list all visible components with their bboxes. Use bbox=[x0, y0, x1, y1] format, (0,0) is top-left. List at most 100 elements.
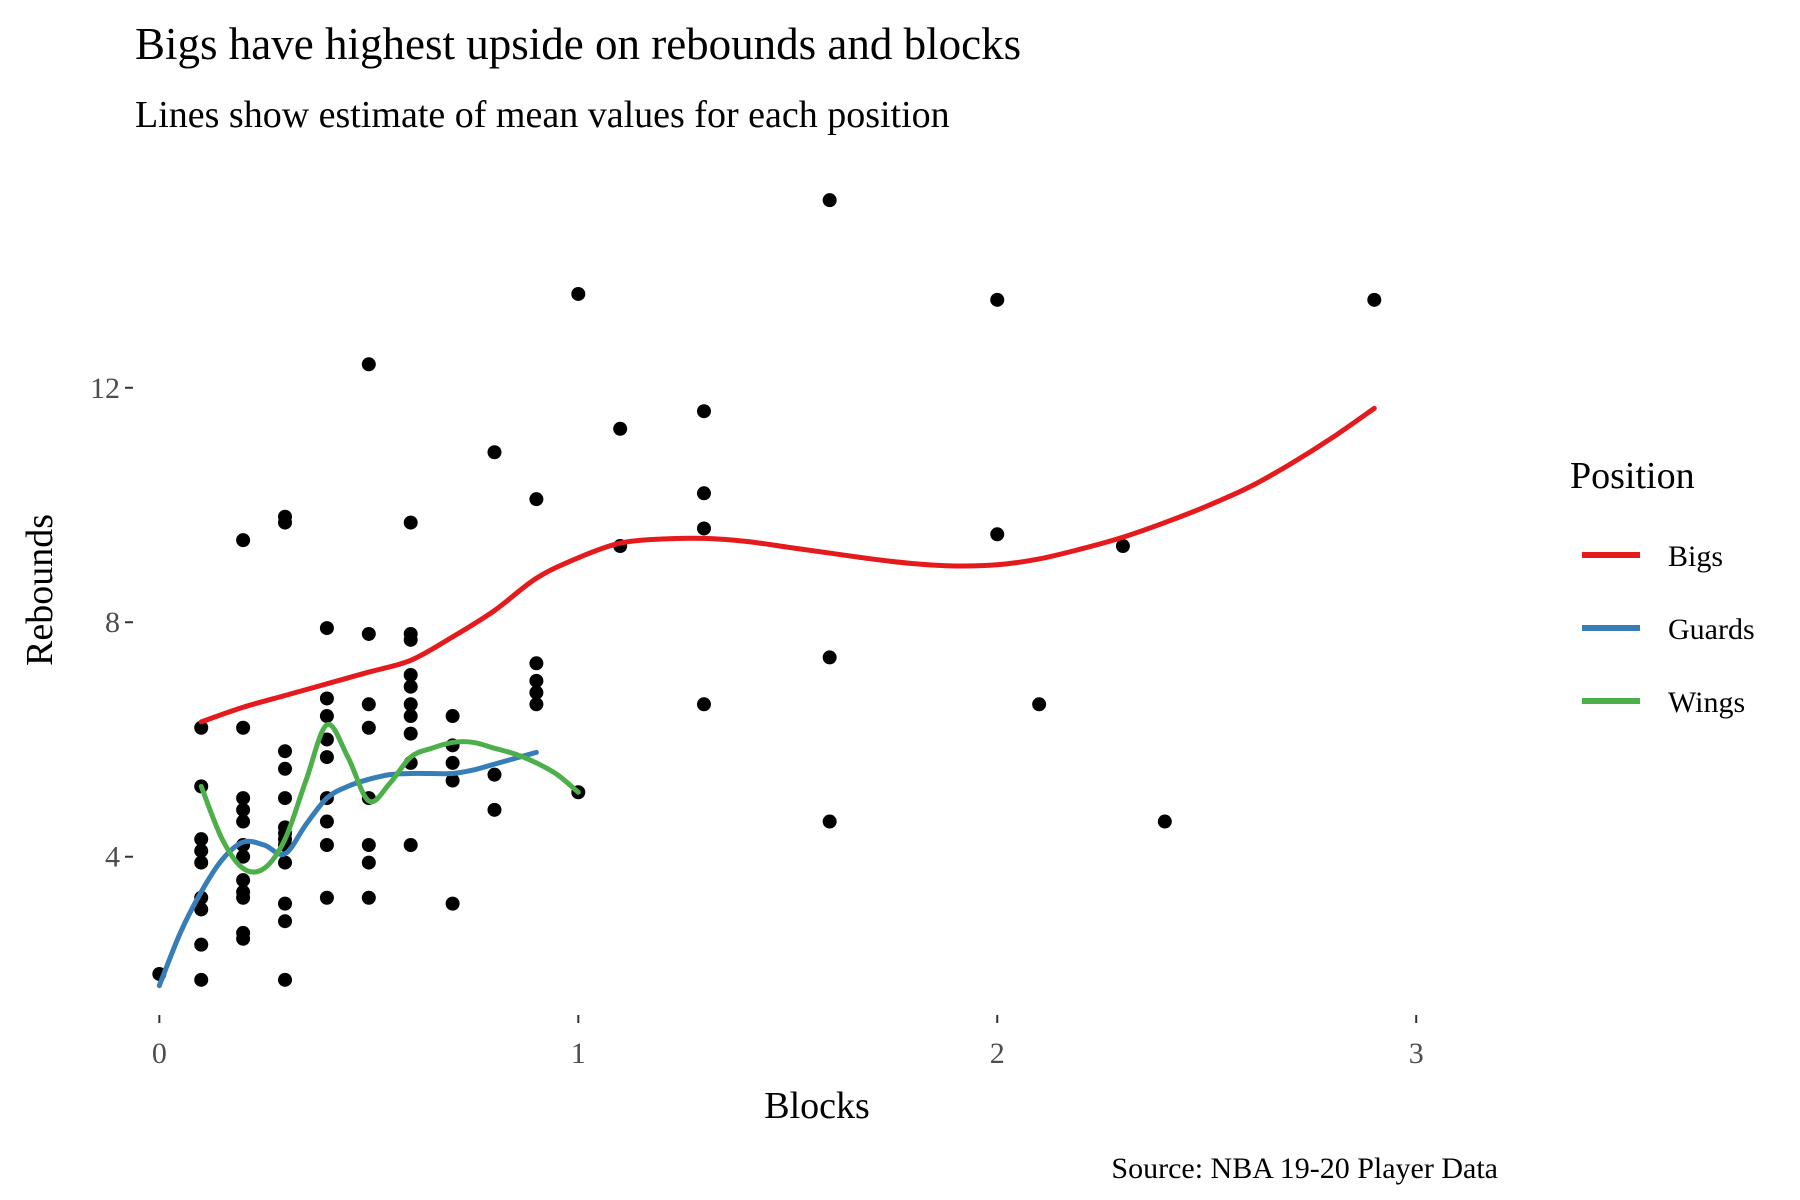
data-point bbox=[236, 814, 251, 829]
data-point bbox=[403, 838, 418, 852]
data-point bbox=[278, 914, 293, 929]
data-point bbox=[822, 193, 837, 208]
y-tick-label: 8 bbox=[105, 606, 120, 639]
data-point bbox=[278, 896, 293, 911]
data-point bbox=[403, 668, 418, 682]
data-point bbox=[1115, 539, 1130, 554]
data-point bbox=[361, 720, 376, 735]
y-axis: 4 8 12 bbox=[90, 372, 133, 874]
x-tick-label: 0 bbox=[152, 1037, 167, 1070]
series-line-guards bbox=[156, 749, 539, 989]
data-point bbox=[361, 855, 376, 870]
data-point bbox=[319, 838, 334, 852]
data-point bbox=[1367, 292, 1382, 307]
data-point bbox=[278, 855, 293, 870]
smooth-lines bbox=[156, 405, 1377, 989]
data-point bbox=[403, 697, 418, 712]
data-point bbox=[529, 697, 544, 712]
data-point bbox=[696, 486, 711, 501]
data-point bbox=[529, 685, 544, 700]
data-point bbox=[236, 931, 251, 946]
data-point bbox=[822, 814, 837, 829]
data-point bbox=[403, 515, 418, 530]
data-point bbox=[319, 750, 334, 765]
legend-items: Bigs Guards Wings bbox=[1582, 540, 1755, 719]
data-point bbox=[529, 656, 544, 671]
series-line-wings bbox=[198, 722, 581, 875]
data-point bbox=[319, 890, 334, 905]
data-point bbox=[361, 357, 376, 372]
data-point bbox=[236, 791, 251, 806]
data-point bbox=[487, 445, 502, 460]
data-point bbox=[1032, 697, 1047, 712]
series-line-bigs bbox=[198, 405, 1377, 725]
x-axis-title: Blocks bbox=[764, 1085, 870, 1127]
data-point bbox=[278, 972, 293, 987]
data-point bbox=[990, 527, 1005, 542]
data-point bbox=[236, 849, 251, 864]
data-point bbox=[319, 732, 334, 747]
data-point bbox=[194, 902, 209, 917]
data-point bbox=[236, 890, 251, 905]
data-point bbox=[194, 843, 209, 858]
data-point bbox=[403, 726, 418, 741]
data-point bbox=[445, 896, 460, 911]
caption: Source: NBA 19-20 Player Data bbox=[1111, 1152, 1498, 1185]
legend: Position Bigs Guards Wings bbox=[1570, 455, 1755, 719]
data-point bbox=[696, 521, 711, 536]
data-point bbox=[990, 292, 1005, 307]
data-point bbox=[487, 802, 502, 817]
data-point bbox=[194, 972, 209, 987]
data-point bbox=[278, 791, 293, 806]
data-point bbox=[194, 720, 209, 735]
x-tick-label: 2 bbox=[990, 1037, 1005, 1070]
data-point bbox=[319, 709, 334, 724]
data-point bbox=[487, 767, 502, 782]
data-point bbox=[236, 533, 251, 548]
legend-label-wings: Wings bbox=[1668, 686, 1745, 719]
data-point bbox=[361, 697, 376, 712]
data-point bbox=[403, 679, 418, 694]
legend-title: Position bbox=[1570, 455, 1695, 497]
data-point bbox=[445, 709, 460, 724]
scatter-points bbox=[152, 193, 1382, 987]
data-point bbox=[361, 838, 376, 852]
data-point bbox=[194, 855, 209, 870]
data-point bbox=[403, 709, 418, 724]
data-point bbox=[194, 832, 209, 847]
y-tick-label: 12 bbox=[90, 372, 120, 405]
data-point bbox=[529, 492, 544, 507]
data-point bbox=[278, 744, 293, 759]
data-point bbox=[319, 691, 334, 706]
x-tick-label: 3 bbox=[1409, 1037, 1424, 1070]
data-point bbox=[403, 632, 418, 647]
data-point bbox=[571, 286, 586, 301]
x-axis: 0 1 2 3 bbox=[152, 1015, 1424, 1070]
data-point bbox=[236, 802, 251, 817]
data-point bbox=[278, 761, 293, 776]
data-point bbox=[278, 515, 293, 530]
data-point bbox=[822, 650, 837, 665]
data-point bbox=[361, 890, 376, 905]
x-tick-label: 1 bbox=[571, 1037, 586, 1070]
data-point bbox=[529, 673, 544, 688]
data-point bbox=[361, 626, 376, 641]
chart-title: Bigs have highest upside on rebounds and… bbox=[135, 19, 1021, 69]
data-point bbox=[319, 621, 334, 636]
data-point bbox=[236, 720, 251, 735]
y-axis-title: Rebounds bbox=[19, 514, 61, 666]
data-point bbox=[696, 404, 711, 419]
data-point bbox=[236, 873, 251, 888]
legend-label-bigs: Bigs bbox=[1668, 540, 1723, 573]
data-point bbox=[1157, 814, 1172, 829]
legend-label-guards: Guards bbox=[1668, 613, 1755, 646]
chart-subtitle: Lines show estimate of mean values for e… bbox=[135, 94, 950, 136]
y-tick-label: 4 bbox=[105, 841, 120, 874]
data-point bbox=[194, 937, 209, 952]
data-point bbox=[696, 697, 711, 712]
data-point bbox=[613, 421, 628, 436]
data-point bbox=[445, 755, 460, 770]
data-point bbox=[445, 773, 460, 788]
